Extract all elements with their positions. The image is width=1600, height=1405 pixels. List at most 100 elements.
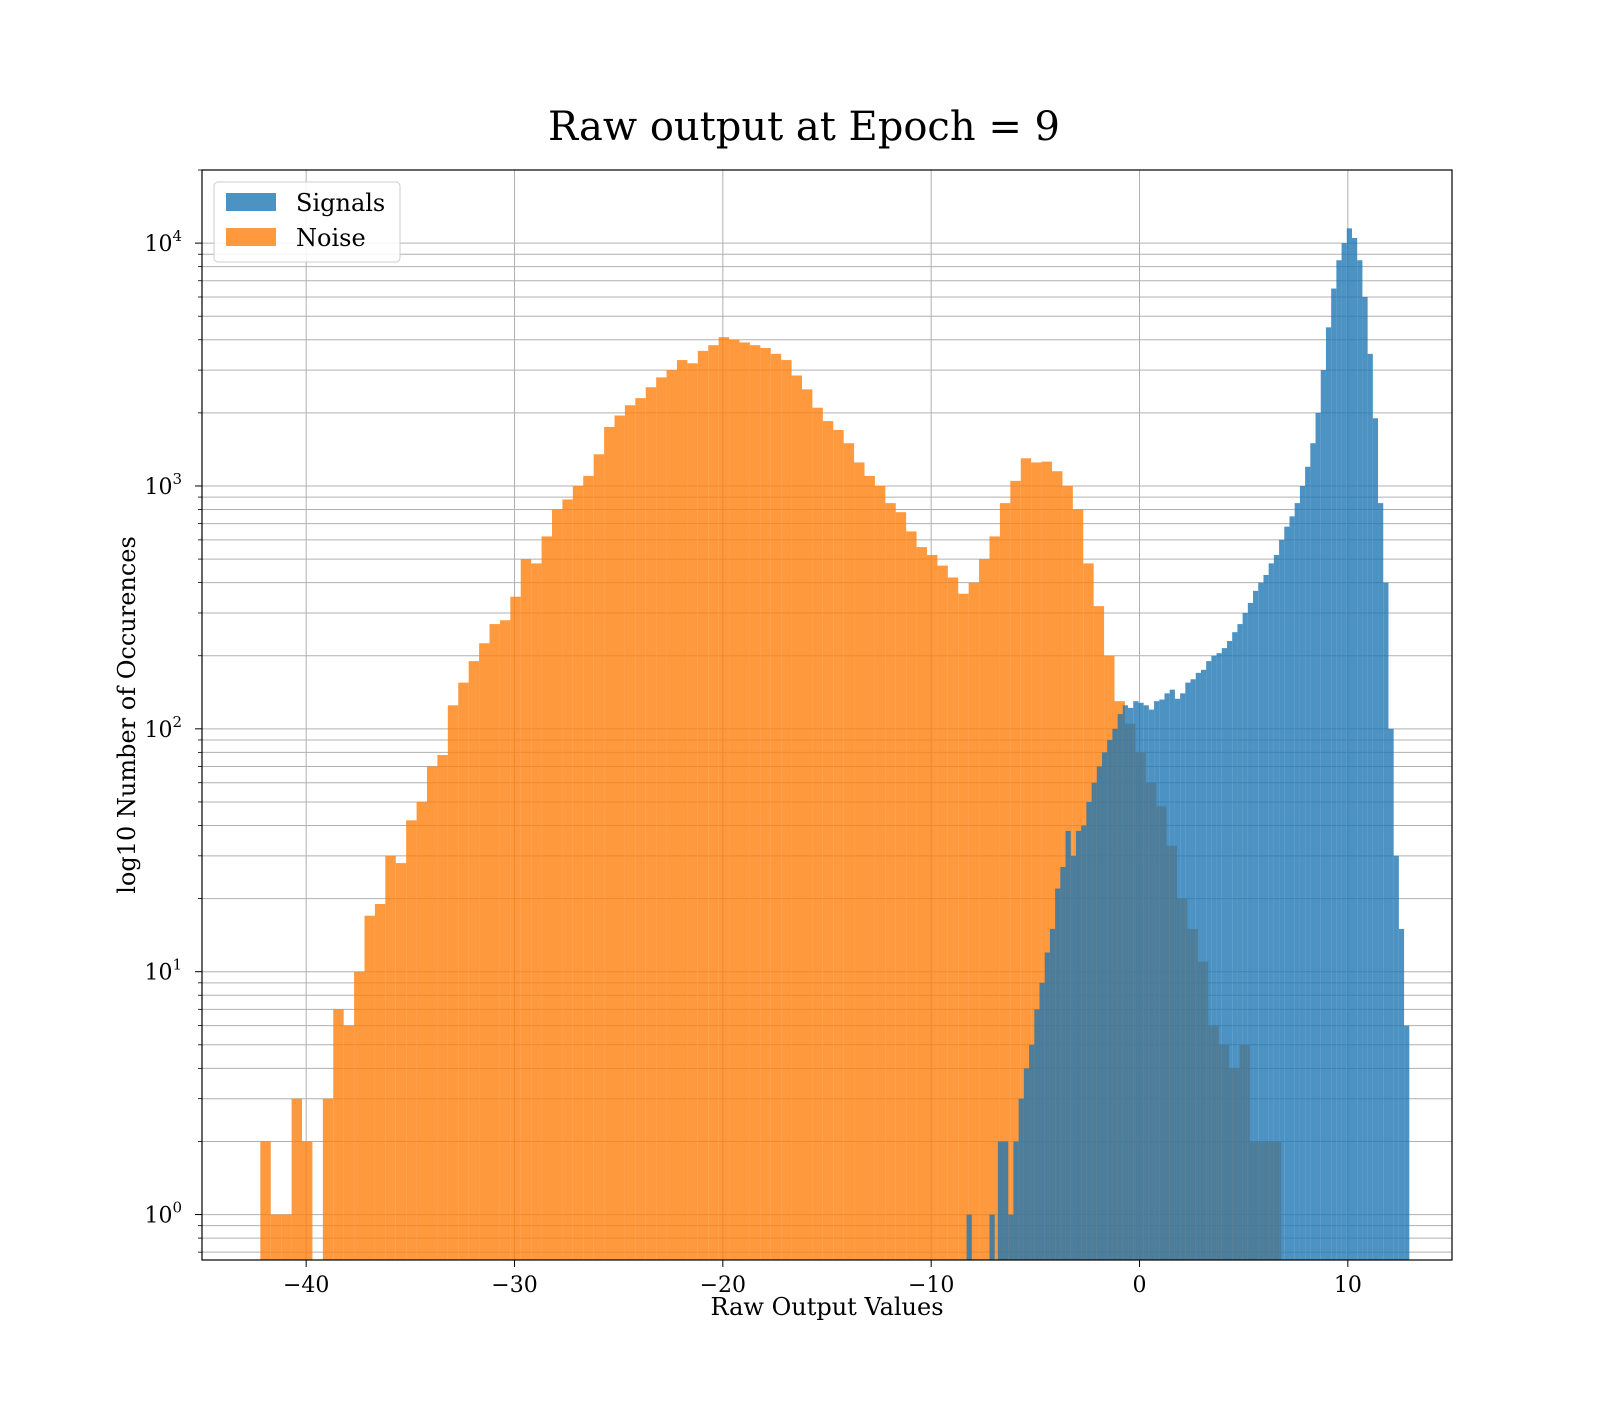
bar-signals — [1352, 237, 1358, 1260]
legend: Signals Noise — [213, 181, 401, 263]
bar-noise — [395, 863, 407, 1260]
bar-signals — [1174, 698, 1181, 1260]
bar-noise — [979, 559, 990, 1260]
bar-noise — [1041, 461, 1052, 1260]
bar-noise — [437, 755, 448, 1260]
bar-signals — [1180, 693, 1186, 1260]
bar-signals — [1242, 612, 1248, 1260]
bar-noise — [427, 766, 438, 1260]
bar-noise — [343, 1025, 355, 1260]
bar-noise — [562, 499, 573, 1260]
bar-signals — [1268, 563, 1274, 1260]
bar-noise — [916, 547, 927, 1260]
bar-signals — [1049, 928, 1056, 1260]
y-tick-label: 103 — [144, 470, 182, 500]
bar-noise — [760, 347, 771, 1260]
bar-noise — [499, 620, 511, 1260]
bar-noise — [947, 577, 959, 1260]
bar-noise — [958, 593, 969, 1260]
bar-signals — [1081, 825, 1087, 1260]
x-axis-label: Raw Output Values — [710, 1293, 943, 1321]
y-tick-label: 102 — [144, 713, 182, 743]
bar-noise — [614, 415, 625, 1260]
bar-noise — [468, 661, 480, 1260]
bar-signals — [1200, 669, 1207, 1260]
bar-noise — [416, 801, 427, 1260]
bar-signals — [1029, 1044, 1035, 1260]
bar-noise — [624, 405, 636, 1260]
bar-noise — [531, 563, 542, 1260]
bar-signals — [1138, 702, 1144, 1260]
bar-noise — [489, 624, 500, 1260]
bar-signals — [1128, 707, 1134, 1260]
bar-signals — [1372, 418, 1379, 1260]
bar-signals — [1398, 928, 1405, 1260]
bar-signals — [1075, 830, 1082, 1260]
bar-signals — [1091, 782, 1097, 1260]
bar-noise — [479, 643, 490, 1260]
bar-signals — [1404, 1025, 1410, 1260]
bar-noise — [260, 1141, 271, 1260]
bar-signals — [1008, 1214, 1014, 1260]
bar-noise — [854, 462, 865, 1260]
bar-noise — [885, 503, 896, 1260]
y-tick-label: 101 — [144, 956, 182, 986]
bar-signals — [1336, 260, 1342, 1260]
bar-noise — [270, 1214, 282, 1260]
bar-signals — [1378, 503, 1384, 1260]
bar-noise — [895, 512, 907, 1260]
bar-signals — [1247, 602, 1254, 1260]
bar-signals — [1185, 682, 1191, 1260]
bar-noise — [874, 485, 886, 1260]
bar-signals — [1383, 582, 1389, 1260]
bar-signals — [1070, 855, 1076, 1260]
bar-signals — [989, 1214, 995, 1260]
bar-noise — [364, 915, 375, 1260]
bar-signals — [1107, 739, 1113, 1260]
bar-noise — [687, 363, 698, 1260]
bar-noise — [864, 475, 875, 1260]
bar-signals — [1086, 801, 1092, 1260]
bar-signals — [1195, 672, 1201, 1260]
bar-noise — [749, 345, 761, 1261]
plot-frame — [201, 169, 1453, 1261]
bar-signals — [997, 1141, 1004, 1260]
bar-noise — [1010, 480, 1021, 1260]
bar-noise — [656, 377, 667, 1260]
bar-noise — [708, 345, 719, 1261]
bar-signals — [1096, 766, 1102, 1260]
x-tick-label: −40 — [283, 1273, 329, 1298]
bar-noise — [833, 430, 844, 1260]
bar-signals — [1393, 855, 1399, 1260]
bar-signals — [1325, 327, 1332, 1260]
bar-signals — [1112, 728, 1118, 1260]
bar-signals — [1133, 701, 1139, 1260]
bar-signals — [1362, 296, 1368, 1261]
bar-signals — [1279, 539, 1285, 1260]
bar-noise — [1031, 462, 1042, 1260]
bar-noise — [937, 565, 948, 1260]
bar-signals — [1331, 288, 1337, 1260]
x-tick-label: −30 — [491, 1273, 537, 1298]
bar-noise — [989, 536, 1000, 1260]
bar-noise — [552, 509, 563, 1261]
bar-signals — [1299, 485, 1306, 1260]
bar-signals — [1253, 590, 1259, 1260]
bar-signals — [1154, 701, 1160, 1260]
bar-noise — [281, 1214, 292, 1260]
bar-signals — [1102, 752, 1108, 1260]
bar-signals — [1227, 640, 1233, 1260]
bar-noise — [354, 971, 365, 1260]
bar-noise — [718, 337, 730, 1260]
bar-signals — [1263, 574, 1269, 1260]
bar-signals — [1273, 554, 1280, 1260]
bar-signals — [1221, 648, 1227, 1260]
bar-noise — [729, 339, 740, 1260]
bar-signals — [1367, 353, 1373, 1260]
bar-noise — [822, 421, 834, 1260]
bar-signals — [1388, 728, 1394, 1260]
bar-noise — [333, 1009, 344, 1260]
bar-noise — [1020, 458, 1032, 1261]
bar-signals — [1117, 714, 1123, 1260]
